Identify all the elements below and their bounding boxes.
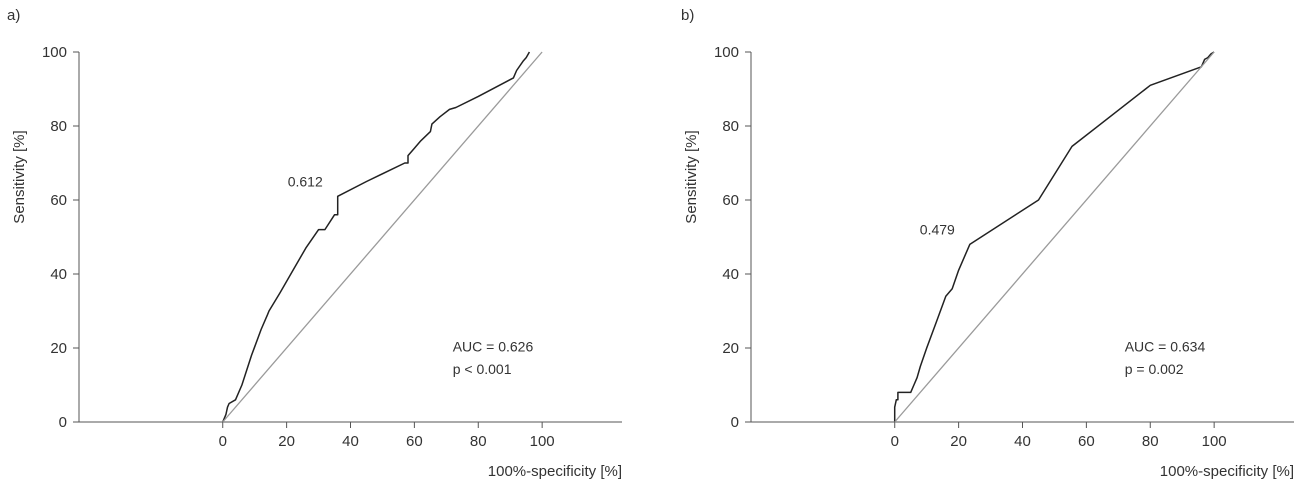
reference-diagonal-line: [222, 51, 543, 423]
x-tick-label: 0: [891, 433, 899, 450]
y-tick-label: 40: [50, 266, 67, 283]
cutoff-label: 0.479: [920, 221, 955, 237]
x-tick-label: 80: [1142, 433, 1159, 450]
x-tick-label: 100: [1202, 433, 1227, 450]
p-value-label: p < 0.001: [453, 361, 512, 377]
y-tick-label: 0: [59, 414, 67, 431]
panel-label: b): [681, 7, 694, 24]
y-tick-label: 100: [714, 44, 739, 61]
y-tick-label: 20: [50, 340, 67, 357]
y-tick-label: 100: [42, 44, 67, 61]
y-tick-label: 60: [50, 192, 67, 209]
x-tick-label: 0: [219, 433, 227, 450]
reference-diagonal-line: [894, 51, 1215, 423]
x-tick-label: 20: [278, 433, 295, 450]
chart-panel-a: a) 0 20 40 60 80 100 0 20 40 60 80 100 100%-specifici…: [7, 7, 622, 480]
auc-label: AUC = 0.634: [1125, 339, 1206, 355]
x-tick-label: 20: [950, 433, 967, 450]
x-axis-label: 100%-specificity [%]: [1160, 463, 1294, 480]
y-axis-label: Sensitivity [%]: [683, 130, 700, 223]
cutoff-label: 0.612: [288, 173, 323, 189]
x-tick-label: 40: [1014, 433, 1031, 450]
y-tick-label: 80: [722, 118, 739, 135]
y-tick-label: 80: [50, 118, 67, 135]
chart-panel-b: b) 0 20 40 60 80 100 0 20 40 60 80 100 100%-specifici…: [681, 7, 1294, 480]
p-value-label: p = 0.002: [1125, 361, 1184, 377]
y-tick-label: 20: [722, 340, 739, 357]
panel-label: a): [7, 7, 20, 24]
y-axis-label: Sensitivity [%]: [11, 130, 28, 223]
x-axis-label: 100%-specificity [%]: [488, 463, 622, 480]
auc-label: AUC = 0.626: [453, 339, 534, 355]
y-tick-label: 40: [722, 266, 739, 283]
roc-curve-line: [222, 51, 531, 423]
x-tick-label: 60: [1078, 433, 1095, 450]
y-tick-label: 60: [722, 192, 739, 209]
x-tick-label: 80: [470, 433, 487, 450]
y-tick-label: 0: [731, 414, 739, 431]
x-tick-label: 100: [530, 433, 555, 450]
x-tick-label: 60: [406, 433, 423, 450]
x-tick-label: 40: [342, 433, 359, 450]
